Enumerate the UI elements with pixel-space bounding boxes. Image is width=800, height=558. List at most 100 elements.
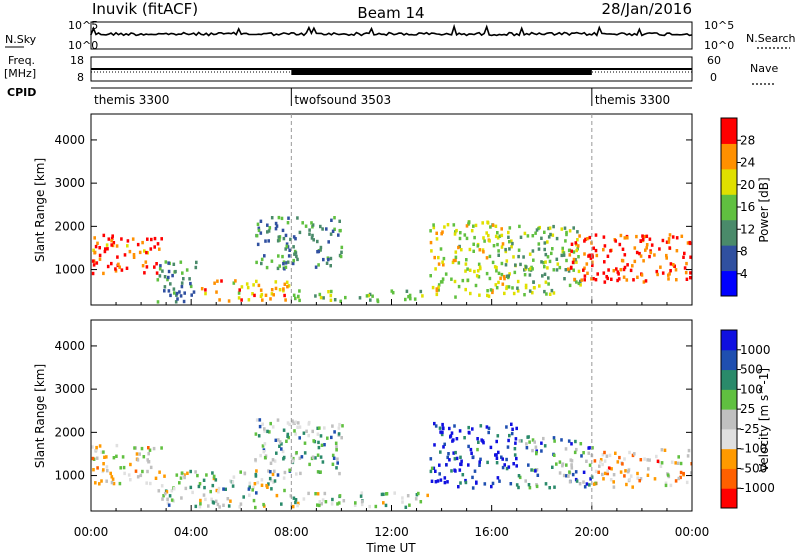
heatmap-cell bbox=[558, 471, 562, 475]
heatmap-cell bbox=[267, 239, 270, 243]
heatmap-cell bbox=[94, 244, 98, 249]
heatmap-cell bbox=[616, 278, 619, 283]
freq-tick-bottom: 8 bbox=[77, 71, 84, 84]
heatmap-cell bbox=[575, 243, 578, 247]
heatmap-cell bbox=[487, 426, 491, 430]
heatmap-cell bbox=[574, 470, 578, 474]
heatmap-cell bbox=[517, 474, 521, 478]
heatmap-cell bbox=[544, 482, 548, 486]
heatmap-cell bbox=[123, 253, 127, 257]
heatmap-cell bbox=[667, 240, 671, 244]
heatmap-cell bbox=[565, 230, 568, 235]
heatmap-cell bbox=[189, 284, 193, 289]
heatmap-cell bbox=[429, 229, 432, 233]
heatmap-cell bbox=[227, 504, 231, 508]
heatmap-cell bbox=[598, 464, 601, 468]
heatmap-cell bbox=[518, 224, 521, 229]
colorbar-swatch bbox=[721, 143, 737, 170]
heatmap-cell bbox=[318, 292, 322, 297]
heatmap-cell bbox=[661, 238, 665, 243]
heatmap-cell bbox=[455, 456, 459, 461]
heatmap-cell bbox=[102, 233, 106, 238]
heatmap-cell bbox=[161, 269, 164, 273]
heatmap-cell bbox=[612, 485, 616, 489]
heatmap-cell bbox=[543, 230, 546, 234]
heatmap-cell bbox=[528, 289, 532, 293]
heatmap-cell bbox=[157, 489, 161, 493]
heatmap-cell bbox=[525, 442, 528, 446]
velocity-colorbar-label: Velocity [m s^-1] bbox=[757, 368, 771, 472]
heatmap-cell bbox=[535, 484, 539, 489]
heatmap-cell bbox=[199, 498, 202, 503]
heatmap-cell bbox=[517, 254, 520, 259]
heatmap-cell bbox=[435, 237, 439, 241]
heatmap-cell bbox=[256, 480, 260, 485]
heatmap-cell bbox=[685, 277, 689, 281]
heatmap-cell bbox=[491, 223, 495, 227]
heatmap-cell bbox=[621, 462, 624, 466]
heatmap-cell bbox=[457, 485, 460, 489]
heatmap-cell bbox=[257, 434, 261, 438]
heatmap-cell bbox=[583, 252, 586, 256]
heatmap-cell bbox=[275, 224, 279, 228]
heatmap-cell bbox=[320, 443, 324, 447]
heatmap-cell bbox=[441, 277, 445, 281]
heatmap-cell bbox=[495, 265, 498, 270]
heatmap-cell bbox=[490, 484, 493, 489]
heatmap-cell bbox=[333, 298, 337, 302]
heatmap-cell bbox=[287, 216, 290, 220]
heatmap-cell bbox=[560, 438, 563, 442]
heatmap-cell bbox=[478, 460, 481, 464]
heatmap-cell bbox=[278, 444, 281, 448]
heatmap-cell bbox=[591, 446, 594, 450]
heatmap-cell bbox=[179, 294, 183, 298]
heatmap-cell bbox=[129, 478, 132, 482]
heatmap-cell bbox=[486, 460, 489, 465]
heatmap-cell bbox=[439, 450, 442, 454]
heatmap-cell bbox=[514, 437, 518, 441]
heatmap-cell bbox=[540, 449, 543, 453]
heatmap-cell bbox=[504, 247, 507, 252]
heatmap-cell bbox=[293, 429, 296, 433]
heatmap-cell bbox=[583, 485, 587, 489]
heatmap-cell bbox=[534, 469, 537, 473]
heatmap-cell bbox=[342, 499, 346, 503]
heatmap-cell bbox=[622, 267, 626, 272]
heatmap-cell bbox=[319, 224, 322, 229]
heatmap-cell bbox=[337, 501, 341, 505]
heatmap-cell bbox=[455, 437, 459, 441]
heatmap-cell bbox=[149, 465, 153, 470]
heatmap-cell bbox=[298, 436, 301, 440]
y-tick-label: 3000 bbox=[54, 382, 85, 396]
heatmap-cell bbox=[464, 287, 467, 292]
heatmap-cell bbox=[155, 271, 159, 275]
heatmap-cell bbox=[647, 467, 650, 471]
heatmap-cell bbox=[437, 288, 440, 292]
heatmap-cell bbox=[291, 421, 295, 426]
heatmap-cell bbox=[255, 279, 258, 284]
heatmap-cell bbox=[283, 267, 286, 271]
heatmap-cell bbox=[148, 448, 152, 452]
heatmap-cell bbox=[463, 436, 466, 440]
heatmap-cell bbox=[317, 440, 320, 445]
heatmap-cell bbox=[434, 480, 438, 484]
heatmap-cell bbox=[487, 430, 490, 435]
heatmap-cell bbox=[247, 487, 251, 491]
heatmap-cell bbox=[591, 263, 594, 268]
heatmap-cell bbox=[274, 221, 278, 226]
heatmap-cell bbox=[454, 250, 458, 254]
heatmap-cell bbox=[429, 469, 433, 474]
heatmap-cell bbox=[546, 266, 549, 270]
heatmap-cell bbox=[188, 277, 191, 281]
heatmap-cell bbox=[523, 268, 526, 272]
heatmap-cell bbox=[434, 267, 437, 271]
heatmap-cell bbox=[515, 456, 518, 461]
heatmap-cell bbox=[269, 297, 272, 301]
heatmap-cell bbox=[281, 254, 284, 259]
colorbar-swatch bbox=[721, 168, 737, 195]
heatmap-cell bbox=[440, 432, 444, 437]
heatmap-cell bbox=[326, 436, 329, 440]
heatmap-cell bbox=[672, 263, 675, 267]
heatmap-cell bbox=[524, 479, 527, 483]
heatmap-cell bbox=[147, 446, 150, 450]
